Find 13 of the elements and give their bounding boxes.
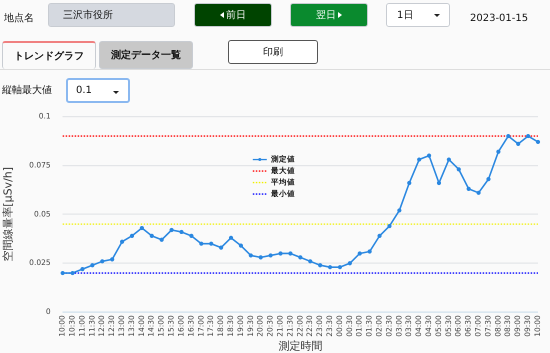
y-axis-title: 空間線量率[μSv/h] [1, 166, 14, 262]
text: 縦軸最大値 [2, 84, 52, 97]
text: 三沢市役所 [63, 8, 113, 22]
text: 地点名 [4, 12, 34, 25]
text: 測定データ一覧 [111, 48, 181, 62]
text: 翌日 [316, 9, 336, 22]
text: 1日 [397, 9, 414, 22]
text: 前日 [226, 9, 246, 22]
x-axis-title: 測定時間 [278, 339, 322, 352]
text: 0.1 [76, 85, 92, 96]
text: トレンドグラフ [14, 50, 84, 63]
text: 2023-01-15 [470, 12, 528, 24]
text: 印刷 [263, 46, 283, 59]
